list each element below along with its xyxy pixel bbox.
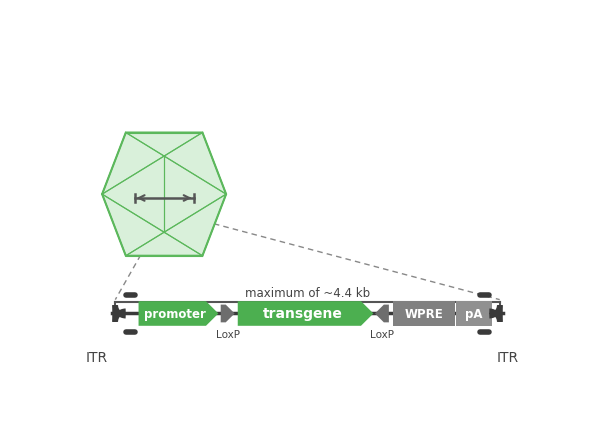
Polygon shape [102,133,226,256]
Polygon shape [375,305,389,323]
Text: ITR: ITR [86,351,108,364]
Bar [393,301,455,326]
Text: ITR: ITR [496,351,518,364]
Polygon shape [238,301,373,326]
Bar [457,301,492,326]
Text: transgene: transgene [263,307,343,321]
Text: LoxP: LoxP [215,329,239,339]
Polygon shape [139,301,218,326]
Text: LoxP: LoxP [370,329,394,339]
Text: WPRE: WPRE [404,307,443,320]
Text: promoter: promoter [145,307,206,320]
Text: maximum of ~4.4 kb: maximum of ~4.4 kb [245,286,370,299]
Polygon shape [221,305,235,323]
Text: pA: pA [466,307,483,320]
